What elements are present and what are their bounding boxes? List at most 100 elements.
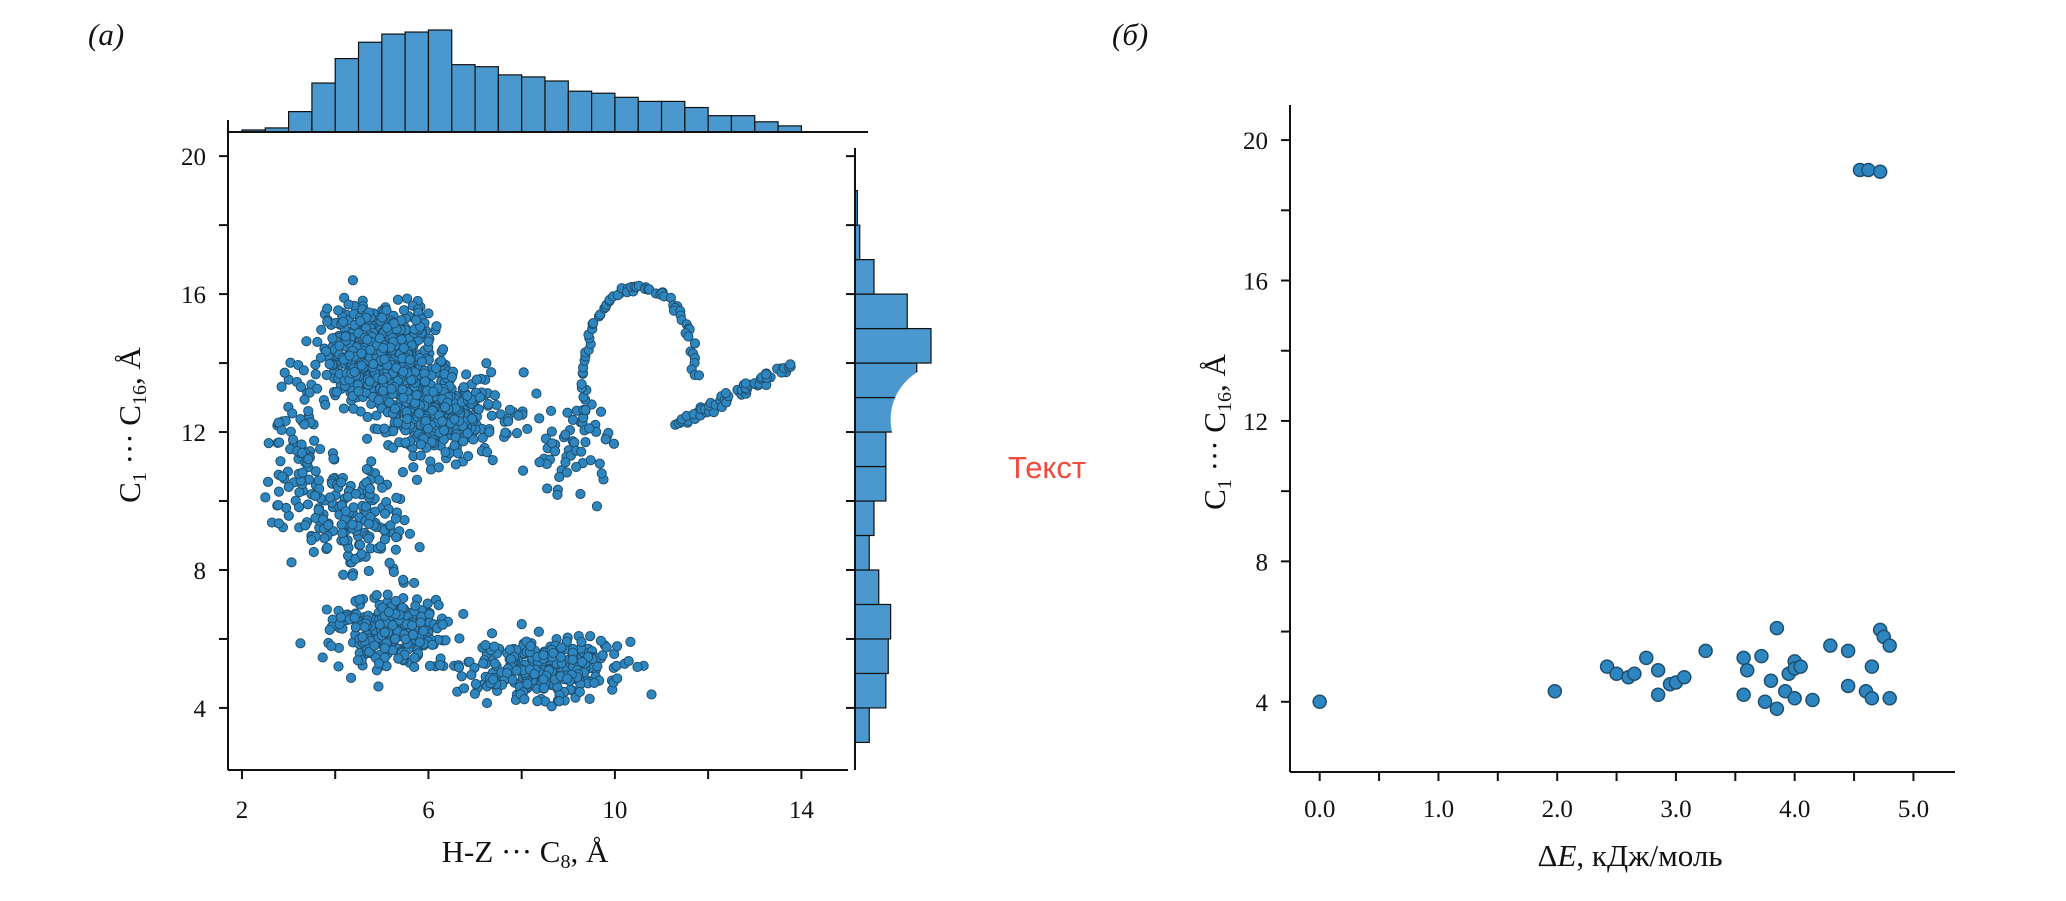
scatter-point [761, 369, 772, 380]
scatter-point [408, 462, 419, 473]
y-tick-label: 8 [194, 558, 207, 585]
scatter-point [415, 439, 427, 450]
scatter-point [1698, 643, 1713, 659]
scatter-point [683, 331, 694, 342]
scatter-point [390, 595, 401, 607]
scatter-point [313, 504, 324, 516]
scatter-point [487, 455, 498, 466]
scatter-point [440, 446, 451, 458]
scatter-point [360, 501, 372, 512]
scatter-point [322, 316, 333, 327]
x-hist-bar [754, 121, 779, 133]
scatter-point [273, 518, 284, 529]
scatter-point [473, 404, 484, 415]
scatter-point [433, 600, 444, 611]
scatter-point [411, 390, 422, 401]
scatter-point [1650, 662, 1666, 678]
scatter-point [458, 683, 470, 694]
scatter-point [335, 612, 347, 623]
scatter-point [471, 374, 482, 385]
scatter-point [503, 416, 514, 427]
scatter-point [347, 570, 358, 582]
scatter-point [625, 636, 636, 648]
scatter-point [433, 462, 444, 473]
scatter-point [1677, 669, 1692, 685]
scatter-point [1739, 662, 1755, 678]
scatter-point [262, 476, 274, 488]
scatter-point [404, 354, 416, 365]
scatter-point [368, 359, 379, 370]
scatter-point [406, 620, 418, 631]
scatter-point [574, 686, 585, 698]
y-hist-bar [854, 465, 887, 502]
y-tick-label: 16 [181, 282, 206, 309]
scatter-point [297, 467, 308, 478]
scatter-point [324, 624, 335, 635]
panel-b-scatter-points [1312, 162, 1897, 717]
scatter-point [301, 336, 312, 347]
scatter-point [338, 569, 349, 580]
scatter-point [369, 640, 380, 651]
scatter-point [352, 655, 363, 666]
scatter-point [340, 506, 351, 517]
scatter-point [362, 411, 373, 423]
scatter-point [481, 358, 492, 369]
scatter-point [468, 434, 479, 445]
scatter-point [340, 331, 351, 342]
scatter-point [349, 612, 360, 623]
scatter-point [347, 275, 359, 286]
scatter-point [588, 318, 599, 329]
scatter-point [390, 513, 401, 524]
scatter-point [484, 426, 495, 438]
scatter-point [1650, 687, 1666, 703]
scatter-point [398, 342, 409, 354]
scatter-point [374, 619, 385, 630]
x-tick-label: 1.0 [1423, 796, 1454, 823]
scatter-point [338, 403, 349, 414]
panel-a-x-axis-label: H-Z ··· C8, Å [442, 834, 609, 873]
scatter-point [623, 655, 634, 667]
scatter-point [589, 677, 600, 689]
scatter-point [1787, 691, 1802, 706]
scatter-point [422, 598, 433, 609]
scatter-point [569, 437, 580, 448]
scatter-point [576, 446, 587, 457]
scatter-point [580, 404, 591, 416]
scatter-point [293, 501, 305, 513]
x-tick-label: 5.0 [1898, 796, 1929, 823]
scatter-point [437, 416, 448, 427]
scatter-point [374, 333, 385, 344]
scatter-point [350, 488, 361, 500]
scatter-point [400, 634, 411, 645]
scatter-point [533, 626, 544, 637]
overlay-text: Текст [1008, 450, 1086, 485]
scatter-point [298, 365, 309, 376]
scatter-point [327, 333, 338, 344]
scatter-point [469, 688, 481, 699]
scatter-point [388, 566, 399, 578]
scatter-point [462, 450, 474, 462]
y-hist-bar [854, 431, 887, 468]
scatter-point [427, 639, 438, 651]
scatter-point [384, 557, 395, 568]
scatter-point [466, 413, 478, 424]
scatter-point [1840, 643, 1856, 659]
scatter-point [397, 467, 409, 478]
scatter-point [483, 398, 494, 410]
scatter-point [538, 674, 549, 685]
scatter-point [538, 649, 549, 661]
y-tick-label: 4 [1256, 690, 1269, 717]
x-hist-bar [497, 74, 523, 133]
scatter-point [411, 474, 423, 485]
scatter-point [349, 366, 360, 378]
scatter-point [511, 665, 522, 676]
scatter-point [470, 678, 482, 690]
scatter-point [608, 438, 620, 449]
scatter-point [1736, 650, 1751, 666]
y-tick-label: 4 [194, 696, 207, 723]
scatter-point [594, 458, 605, 469]
scatter-point [353, 386, 364, 397]
scatter-point [379, 643, 390, 654]
scatter-point [591, 501, 603, 512]
scatter-point [1769, 701, 1785, 717]
